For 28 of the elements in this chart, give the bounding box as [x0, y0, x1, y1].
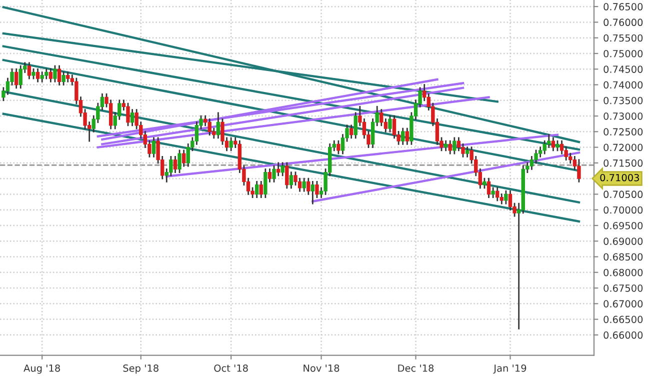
- x-tick-label: Oct '18: [214, 364, 248, 372]
- text: 0.71003: [600, 174, 639, 182]
- y-tick-label: 0.72000: [604, 144, 643, 152]
- y-tick-label: 0.68000: [604, 268, 643, 276]
- y-tick-label: 0.76000: [604, 18, 643, 26]
- y-tick-label: 0.67500: [604, 284, 643, 292]
- x-tick-label: Nov '18: [304, 364, 340, 372]
- y-tick-label: 0.69500: [604, 222, 643, 230]
- y-tick-label: 0.73500: [604, 96, 643, 104]
- y-tick-label: 0.70000: [604, 206, 643, 214]
- y-tick-label: 0.75500: [604, 34, 643, 42]
- x-tick-label: Aug '18: [24, 364, 60, 374]
- y-tick-label: 0.76500: [604, 3, 643, 10]
- y-tick-label: 0.74000: [604, 81, 643, 89]
- y-tick-label: 0.66000: [604, 331, 643, 339]
- y-tick-label: 0.70500: [604, 190, 643, 198]
- y-tick-label: 0.68500: [604, 253, 643, 261]
- y-tick-label: 0.69000: [604, 238, 643, 245]
- y-tick-label: 0.73000: [604, 112, 643, 120]
- y-tick-label: 0.75000: [604, 50, 643, 58]
- y-tick-label: 0.66500: [604, 316, 643, 324]
- x-tick-label: Dec '18: [398, 364, 434, 372]
- x-tick-label: Sep '18: [123, 364, 158, 374]
- y-tick-label: 0.67000: [604, 300, 643, 308]
- y-tick-label: 0.74500: [604, 66, 643, 73]
- y-tick-label: 0.71500: [604, 159, 643, 167]
- y-tick-label: 0.72500: [604, 128, 643, 136]
- x-tick-label: Jan '19: [493, 364, 526, 374]
